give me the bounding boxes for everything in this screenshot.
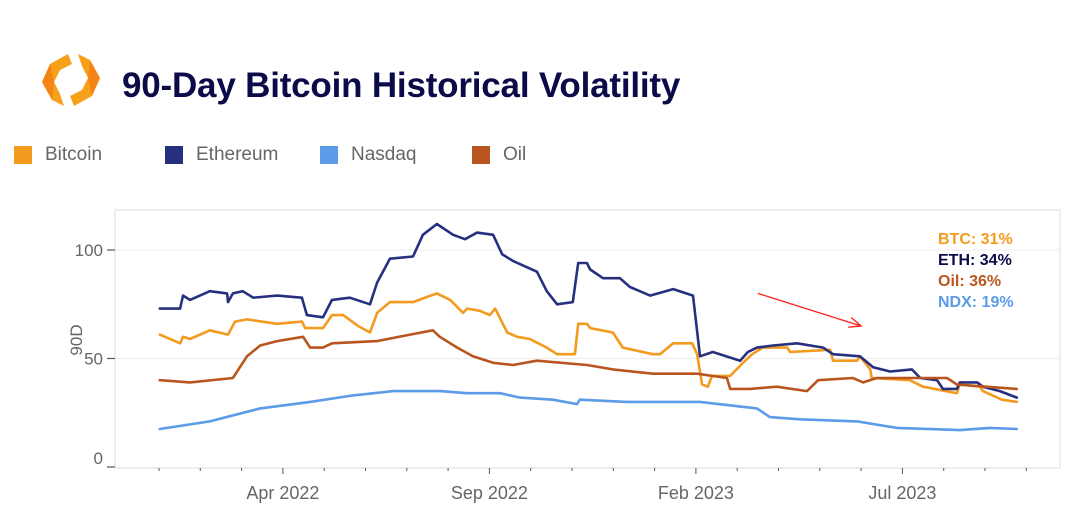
annotation-label: BTC: 31% (938, 231, 1013, 248)
legend-label: Oil (503, 144, 527, 165)
trend-arrow (757, 292, 862, 327)
y-tick-label: 100 (75, 241, 103, 260)
legend-item-nasdaq[interactable]: Nasdaq (320, 144, 417, 166)
y-axis-label: 90D (67, 324, 86, 355)
exchange-logo (38, 50, 104, 110)
series-line-ethereum (158, 222, 1019, 399)
x-tick-label: Feb 2023 (658, 483, 734, 503)
y-tick-label: 0 (94, 449, 103, 468)
arrow-head-icon (848, 317, 863, 328)
plot-frame (114, 209, 1061, 469)
series-line-bitcoin (158, 292, 1019, 404)
legend-item-ethereum[interactable]: Ethereum (165, 144, 278, 166)
x-tick-label: Sep 2022 (451, 483, 528, 503)
annotation-label: NDX: 19% (938, 294, 1014, 311)
series-line-oil (158, 328, 1019, 393)
annotation-label: Oil: 36% (938, 273, 1001, 290)
page-title: 90-Day Bitcoin Historical Volatility (122, 66, 681, 105)
x-tick-label: Jul 2023 (868, 483, 936, 503)
legend-item-oil[interactable]: Oil (472, 144, 526, 166)
legend-swatch (472, 146, 490, 164)
series-line-nasdaq (158, 389, 1019, 432)
annotation-label: ETH: 34% (938, 252, 1012, 269)
y-tick-label: 50 (84, 350, 103, 369)
legend-label: Bitcoin (45, 144, 103, 165)
legend-label: Nasdaq (351, 144, 417, 165)
x-tick-label: Apr 2022 (246, 483, 319, 503)
legend-label: Ethereum (196, 144, 279, 165)
legend-item-bitcoin[interactable]: Bitcoin (14, 144, 102, 166)
legend-swatch (320, 146, 338, 164)
legend-swatch (14, 146, 32, 164)
legend-swatch (165, 146, 183, 164)
